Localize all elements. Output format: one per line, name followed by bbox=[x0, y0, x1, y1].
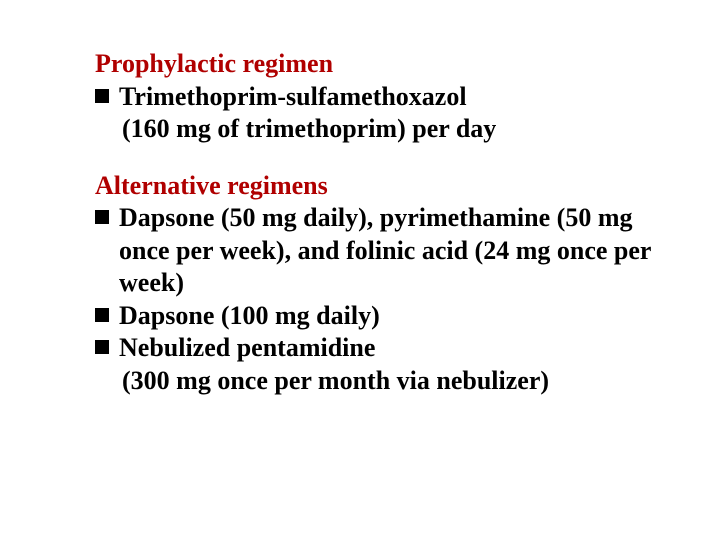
bullet-continuation: (300 mg once per month via nebulizer) bbox=[95, 365, 660, 398]
square-bullet-icon bbox=[95, 308, 109, 322]
bullet-text: Trimethoprim-sulfamethoxazol bbox=[119, 81, 660, 114]
heading-alternative: Alternative regimens bbox=[95, 170, 660, 203]
bullet-text: Dapsone (100 mg daily) bbox=[119, 300, 660, 333]
bullet-text: Dapsone (50 mg daily), pyrimethamine (50… bbox=[119, 202, 660, 300]
square-bullet-icon bbox=[95, 210, 109, 224]
bullet-continuation: (160 mg of trimethoprim) per day bbox=[95, 113, 660, 146]
section-alternative: Alternative regimens Dapsone (50 mg dail… bbox=[95, 170, 660, 398]
heading-prophylactic: Prophylactic regimen bbox=[95, 48, 660, 81]
bullet-item: Dapsone (50 mg daily), pyrimethamine (50… bbox=[95, 202, 660, 300]
section-prophylactic: Prophylactic regimen Trimethoprim-sulfam… bbox=[95, 48, 660, 146]
square-bullet-icon bbox=[95, 340, 109, 354]
slide-content: Prophylactic regimen Trimethoprim-sulfam… bbox=[0, 0, 720, 540]
bullet-item: Trimethoprim-sulfamethoxazol bbox=[95, 81, 660, 114]
square-bullet-icon bbox=[95, 89, 109, 103]
bullet-item: Nebulized pentamidine bbox=[95, 332, 660, 365]
bullet-text: Nebulized pentamidine bbox=[119, 332, 660, 365]
bullet-item: Dapsone (100 mg daily) bbox=[95, 300, 660, 333]
